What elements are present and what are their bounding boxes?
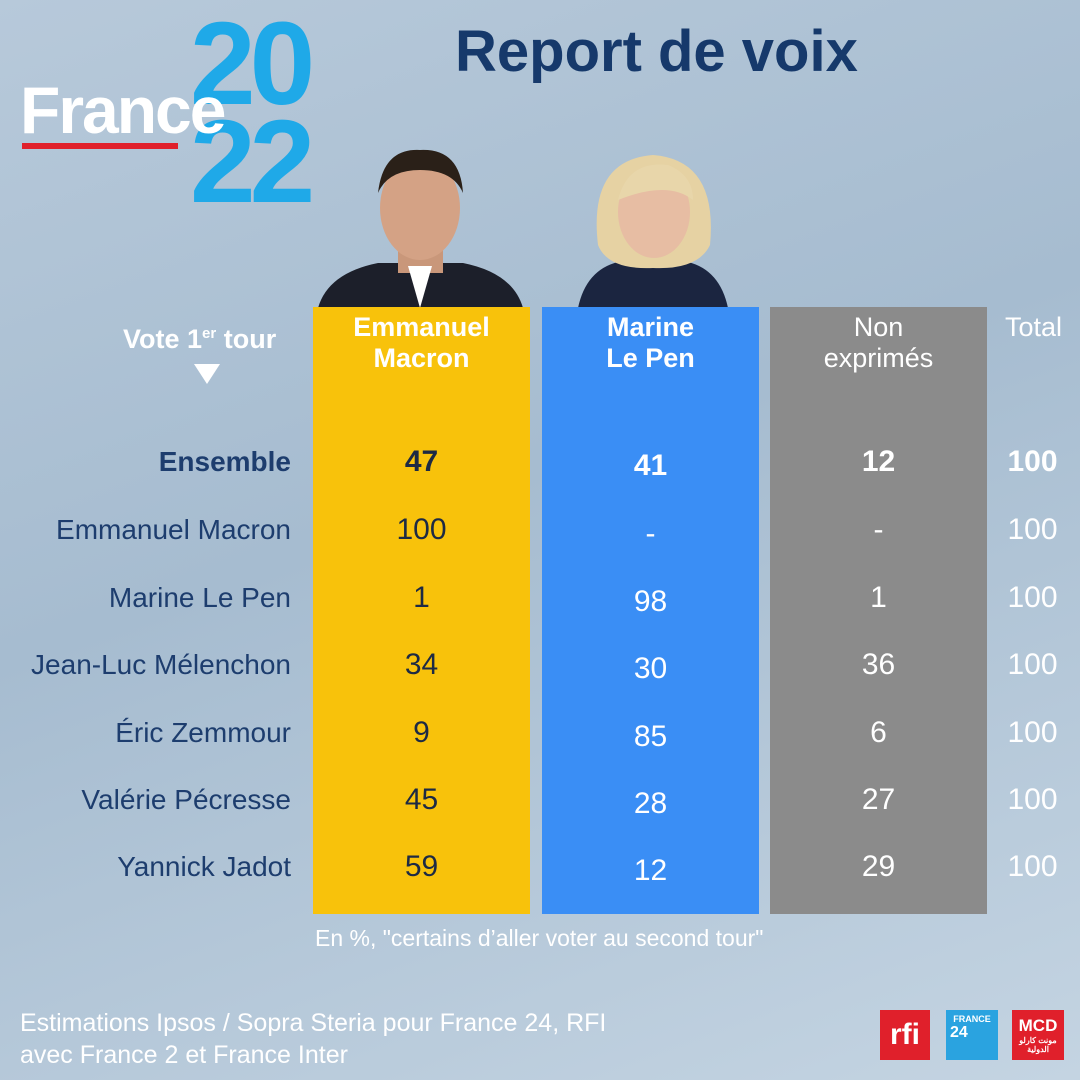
footnote: En %, "certains d’aller voter au second …: [315, 925, 764, 951]
cell-value: 9: [413, 716, 430, 749]
row-header-text: Vote 1: [123, 324, 203, 354]
cell-value: 1: [413, 581, 430, 614]
cell-value: 36: [861, 648, 896, 681]
cell-value: 100: [396, 513, 447, 546]
column-header-line: Total: [1004, 312, 1063, 342]
column-header: Emmanuel Macron: [313, 312, 530, 374]
row-header: Vote 1er tour: [123, 324, 276, 355]
cell-value: 28: [633, 787, 668, 820]
row-label: Marine Le Pen: [108, 582, 291, 613]
cell-value: 100: [1007, 648, 1058, 681]
column-header: Total: [925, 312, 1080, 343]
cell-value: 98: [633, 585, 668, 618]
row-label: Ensemble: [158, 446, 291, 477]
source-line: avec France 2 et France Inter: [20, 1041, 348, 1069]
cell-value: 100: [1007, 513, 1058, 546]
cell-value: 100: [1007, 850, 1058, 883]
cell-value: 30: [633, 652, 668, 685]
cell-value: 100: [1007, 581, 1058, 614]
cell-value: 45: [404, 783, 439, 816]
row-header-sup: er: [202, 325, 217, 342]
cell-value: 85: [633, 720, 668, 753]
column-header-line: Le Pen: [606, 343, 695, 373]
cell-value: 100: [1007, 783, 1058, 816]
logo-france24: FRANCE 24: [946, 1010, 998, 1060]
cell-value: 47: [404, 445, 439, 478]
cell-value: 100: [1007, 445, 1058, 478]
cell-value: 1: [870, 581, 887, 614]
logo-mcd-text: MCD: [1018, 1016, 1058, 1035]
portrait-macron: [318, 149, 523, 308]
portrait-le-pen: [578, 155, 728, 308]
logo-france24-num: 24: [950, 1024, 968, 1041]
column-header-line: Macron: [373, 343, 470, 373]
title: Report de voix: [455, 19, 858, 84]
column-header-line: Marine: [606, 312, 695, 342]
column-macron: [313, 307, 530, 914]
row-label: Éric Zemmour: [115, 717, 291, 748]
cell-value: 41: [633, 449, 668, 482]
column-header-line: exprimés: [823, 343, 934, 373]
cell-value: 12: [861, 445, 896, 478]
column-header: Marine Le Pen: [542, 312, 759, 374]
logo-year-bottom: 22: [190, 96, 315, 228]
cell-value: 100: [1007, 716, 1058, 749]
logo-mcd: MCD مونت كارلو الدولية: [1012, 1010, 1064, 1060]
source-line: Estimations Ipsos / Sopra Steria pour Fr…: [20, 1009, 607, 1037]
row-label: Yannick Jadot: [117, 851, 291, 882]
logo-underline: [22, 143, 178, 149]
column-header-line: Non: [853, 312, 904, 342]
arrow-down: [194, 364, 220, 384]
logo-france24-top: FRANCE: [953, 1014, 991, 1024]
cell-value: -: [873, 513, 884, 546]
column-non-exprimes: [770, 307, 987, 914]
cell-value: 6: [870, 716, 887, 749]
logo-year-top: 20: [190, 0, 315, 130]
cell-value: 59: [404, 850, 439, 883]
cell-value: 12: [633, 854, 668, 887]
cell-value: 29: [861, 850, 896, 883]
column-le-pen: [542, 307, 759, 914]
logo-mcd-sub: مونت كارلو الدولية: [1019, 1036, 1057, 1054]
cell-value: -: [645, 517, 656, 550]
row-label: Jean-Luc Mélenchon: [31, 649, 291, 680]
row-header-text: tour: [223, 324, 277, 354]
column-header-line: Emmanuel: [353, 312, 490, 342]
logo-word: France: [20, 73, 226, 147]
source: Estimations Ipsos / Sopra Steria pour Fr…: [20, 1007, 606, 1071]
cell-value: 34: [404, 648, 439, 681]
row-label: Valérie Pécresse: [81, 784, 291, 815]
logo-rfi: rfi: [880, 1010, 930, 1060]
row-label: Emmanuel Macron: [56, 514, 291, 545]
column-header: Non exprimés: [770, 312, 987, 374]
cell-value: 27: [861, 783, 896, 816]
